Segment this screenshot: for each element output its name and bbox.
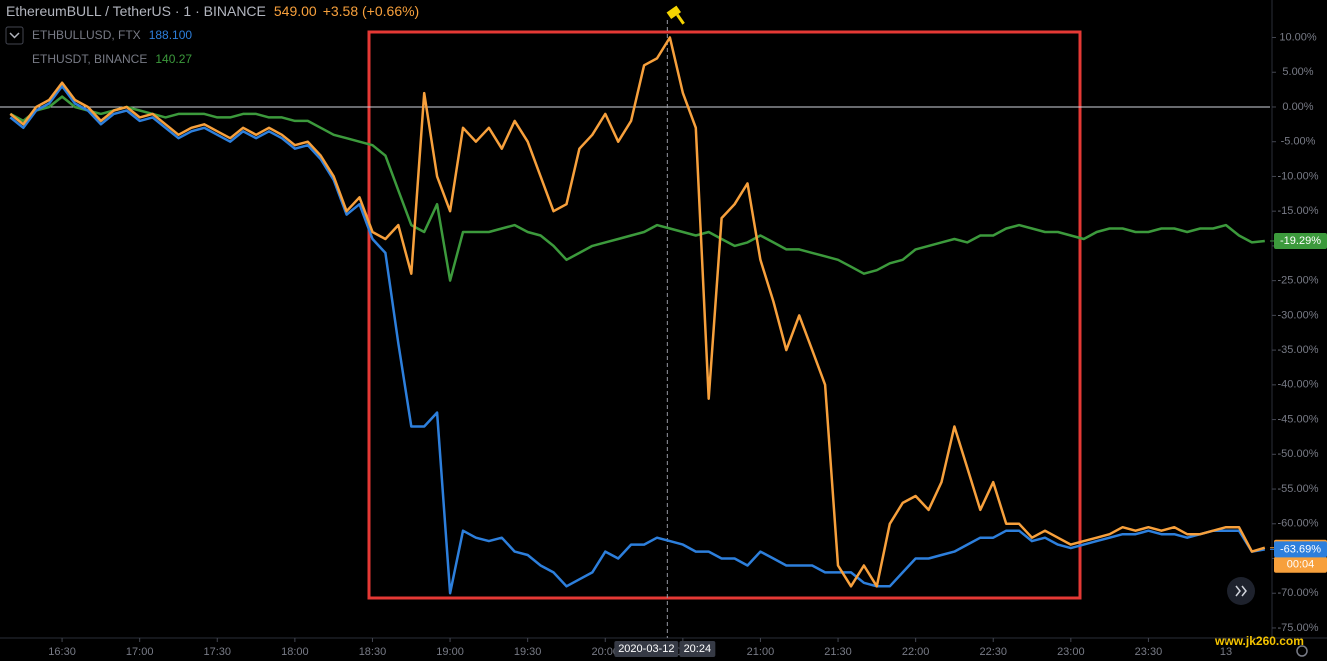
- series-line: [9, 36, 1266, 588]
- collapse-button[interactable]: [5, 26, 24, 45]
- legend-name: ETHUSDT, BINANCE: [32, 52, 147, 66]
- countdown-label: 00:04: [1287, 559, 1315, 571]
- x-tick-label: 23:00: [1057, 646, 1085, 658]
- y-tick-label: -40.00%: [1278, 379, 1319, 391]
- scroll-button[interactable]: [1227, 577, 1255, 605]
- y-tick-label: -5.00%: [1281, 136, 1316, 148]
- last-value-label: -63.69%: [1280, 543, 1321, 555]
- crosshair-date: 2020-03-12: [618, 643, 674, 655]
- last-value-label-bg: [1274, 541, 1327, 558]
- series-line: [9, 84, 1266, 595]
- icon-part: [666, 5, 681, 20]
- y-tick-label: -60.00%: [1278, 518, 1319, 530]
- watermark: www.jk260.com: [1214, 634, 1304, 648]
- legend-value: 188.100: [149, 28, 193, 42]
- y-tick-label: -75.00%: [1278, 622, 1319, 634]
- icon-part: [676, 13, 685, 25]
- x-tick-label: 13: [1220, 646, 1232, 658]
- x-tick-label: 17:30: [204, 646, 232, 658]
- x-tick-label: 22:30: [979, 646, 1007, 658]
- y-tick-label: -25.00%: [1278, 275, 1319, 287]
- legend-entry: ETHBULLUSD, FTX 188.100: [32, 28, 192, 42]
- legend-main: EthereumBULL / TetherUS · 1 · BINANCE 549…: [6, 3, 419, 19]
- x-tick-label: 17:00: [126, 646, 154, 658]
- crosshair-time-bg: [679, 641, 716, 657]
- x-tick-label: 19:00: [436, 646, 464, 658]
- x-tick-label: 19:30: [514, 646, 542, 658]
- x-tick-label: 18:00: [281, 646, 309, 658]
- header: EthereumBULL / TetherUS · 1 · BINANCE 549…: [5, 3, 419, 66]
- countdown-label-bg: [1274, 556, 1327, 573]
- x-tick-label: 21:30: [824, 646, 852, 658]
- collapse-icon: [9, 32, 20, 39]
- x-tick-label: 23:30: [1135, 646, 1163, 658]
- scroll-icon: [1235, 585, 1247, 597]
- x-tick-label: 18:30: [359, 646, 387, 658]
- y-tick-label: -55.00%: [1278, 483, 1319, 495]
- y-tick-label: 0.00%: [1282, 101, 1313, 113]
- y-tick-label: -30.00%: [1278, 309, 1319, 321]
- change: +3.58 (+0.66%): [323, 3, 420, 19]
- crosshair-date-bg: [614, 641, 679, 657]
- legend-name: ETHBULLUSD, FTX: [32, 28, 141, 42]
- series-title: EthereumBULL / TetherUS · 1 · BINANCE: [6, 3, 266, 19]
- crosshair-time: 20:24: [684, 643, 712, 655]
- y-tick-label: -70.00%: [1278, 587, 1319, 599]
- y-tick-label: -35.00%: [1278, 344, 1319, 356]
- legend-value: 140.27: [155, 52, 192, 66]
- x-tick-label: 16:30: [48, 646, 76, 658]
- x-tick-label: 21:00: [747, 646, 775, 658]
- legend-entry: ETHUSDT, BINANCE 140.27: [32, 52, 192, 66]
- y-tick-label: -10.00%: [1278, 170, 1319, 182]
- y-tick-label: -50.00%: [1278, 448, 1319, 460]
- y-tick-label: -15.00%: [1278, 205, 1319, 217]
- settings-icon[interactable]: [1296, 645, 1308, 657]
- x-tick-label: 22:00: [902, 646, 930, 658]
- last-value-label: -19.29%: [1280, 235, 1321, 247]
- y-tick-label: 10.00%: [1279, 31, 1317, 43]
- price: 549.00: [274, 3, 317, 19]
- highlight-box: [367, 30, 1082, 600]
- last-value-label-bg: [1274, 232, 1327, 249]
- y-tick-label: -45.00%: [1278, 413, 1319, 425]
- flag-icon: [666, 5, 685, 25]
- series-line: [9, 95, 1265, 282]
- y-tick-label: 5.00%: [1282, 66, 1313, 78]
- plot-layer: [0, 20, 1270, 638]
- x-tick-label: 20:00: [591, 646, 619, 658]
